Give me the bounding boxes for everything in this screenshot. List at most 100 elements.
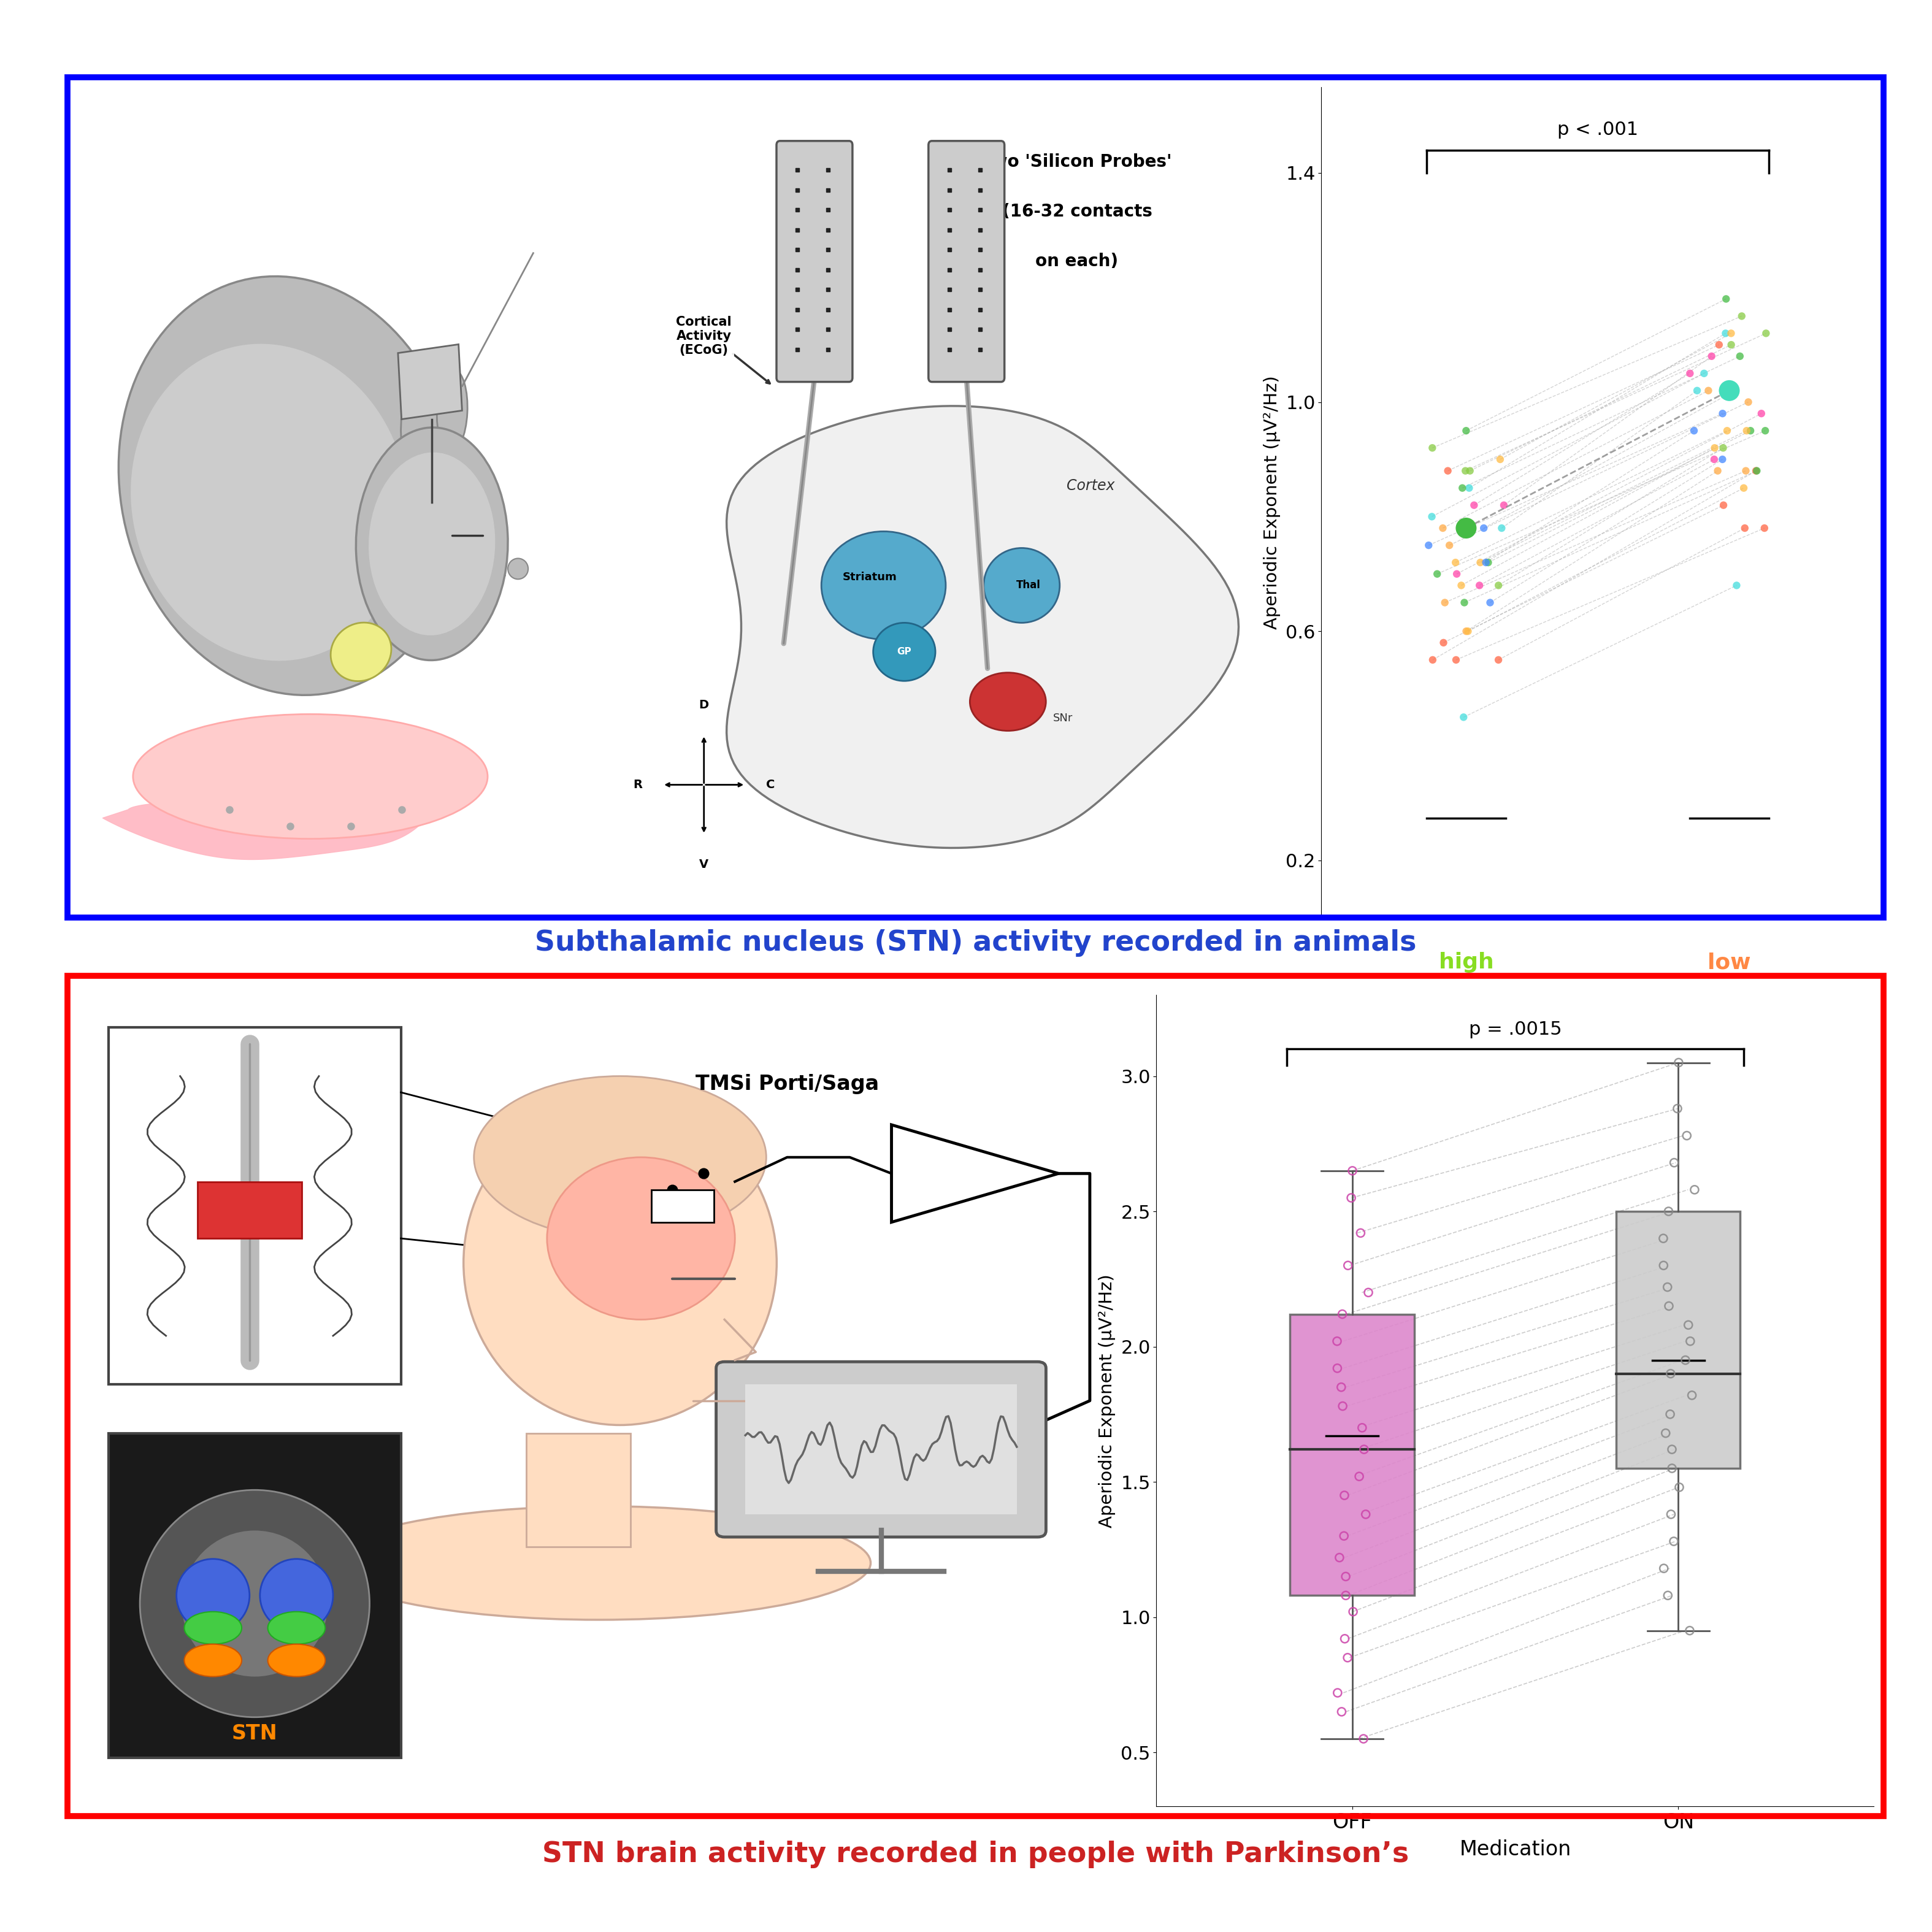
Point xyxy=(1741,456,1772,487)
Point xyxy=(1681,375,1712,406)
Text: p < .001: p < .001 xyxy=(1557,120,1638,139)
Point xyxy=(1484,444,1515,475)
Polygon shape xyxy=(102,734,442,860)
Point xyxy=(1671,1121,1702,1151)
Point xyxy=(1663,1047,1694,1078)
Point xyxy=(1422,558,1453,589)
Point xyxy=(1656,1453,1687,1484)
Point xyxy=(1747,398,1777,429)
Text: on each): on each) xyxy=(1036,253,1119,270)
Point xyxy=(1347,1412,1378,1443)
Text: (16-32 contacts: (16-32 contacts xyxy=(1003,203,1151,220)
Point xyxy=(1484,570,1515,601)
FancyBboxPatch shape xyxy=(929,141,1005,383)
Ellipse shape xyxy=(400,361,442,477)
Point xyxy=(1447,473,1478,504)
Point xyxy=(1716,328,1747,359)
Point xyxy=(1648,1250,1679,1281)
Point xyxy=(1698,433,1729,464)
Point xyxy=(1741,456,1772,487)
Point xyxy=(1459,489,1490,520)
Point xyxy=(1441,558,1472,589)
Point xyxy=(1449,701,1480,732)
Point xyxy=(1696,340,1727,371)
Point xyxy=(1714,375,1745,406)
Point xyxy=(1654,1196,1685,1227)
Text: low: low xyxy=(1708,952,1750,974)
Point xyxy=(1658,1526,1689,1557)
Point xyxy=(1486,512,1517,543)
Point xyxy=(1464,570,1495,601)
Point xyxy=(1464,547,1495,578)
Point xyxy=(1327,1298,1358,1329)
Point xyxy=(1679,1175,1710,1206)
Point xyxy=(1345,1461,1376,1492)
Point xyxy=(1453,473,1484,504)
Point xyxy=(1710,319,1741,350)
Text: spiking epochs: spiking epochs xyxy=(1528,1043,1667,1061)
Point xyxy=(1656,1358,1687,1389)
Point xyxy=(1675,357,1706,388)
Point xyxy=(1434,529,1464,560)
Point xyxy=(1727,301,1758,332)
Bar xyxy=(746,1385,1016,1515)
Point xyxy=(1708,444,1739,475)
Bar xyxy=(526,1434,630,1548)
Bar xyxy=(1291,1314,1414,1596)
Point xyxy=(1325,1372,1356,1403)
Point xyxy=(1418,645,1449,676)
Point xyxy=(1430,587,1461,618)
Point xyxy=(1416,500,1447,531)
Point xyxy=(1729,512,1760,543)
Point xyxy=(1337,1596,1368,1627)
Point xyxy=(1329,1520,1360,1551)
FancyBboxPatch shape xyxy=(777,141,852,383)
Point xyxy=(1729,473,1760,504)
Point xyxy=(1472,547,1503,578)
Ellipse shape xyxy=(508,558,527,580)
Ellipse shape xyxy=(970,672,1045,730)
Ellipse shape xyxy=(269,1611,325,1644)
Ellipse shape xyxy=(473,1076,767,1238)
Point xyxy=(1449,456,1480,487)
Point xyxy=(1321,1352,1352,1383)
Point xyxy=(1321,1677,1352,1708)
Point xyxy=(1329,1480,1360,1511)
Ellipse shape xyxy=(133,715,487,838)
Bar xyxy=(197,1182,301,1238)
Text: R: R xyxy=(634,779,641,790)
Text: STN brain activity recorded in people with Parkinson’s: STN brain activity recorded in people wi… xyxy=(543,1841,1408,1868)
Point xyxy=(1331,1580,1362,1611)
Point xyxy=(1474,587,1505,618)
Point xyxy=(1333,1642,1364,1673)
Y-axis label: Aperiodic Exponent (μV²/Hz): Aperiodic Exponent (μV²/Hz) xyxy=(1099,1273,1115,1528)
Text: Two 'Silicon Probes': Two 'Silicon Probes' xyxy=(981,153,1173,170)
Point xyxy=(1648,1223,1679,1254)
Point xyxy=(1455,456,1486,487)
Ellipse shape xyxy=(355,427,508,661)
Bar xyxy=(108,1434,400,1758)
Point xyxy=(1712,415,1743,446)
X-axis label: Medication: Medication xyxy=(1459,1839,1571,1861)
Point xyxy=(1453,616,1484,647)
Point xyxy=(1648,1553,1679,1584)
Text: C: C xyxy=(765,779,775,790)
Ellipse shape xyxy=(261,1559,332,1633)
Ellipse shape xyxy=(547,1157,734,1320)
Point xyxy=(1432,456,1463,487)
Point xyxy=(1660,1148,1690,1179)
Polygon shape xyxy=(726,406,1238,848)
Text: Cortical
Activity
(ECoG): Cortical Activity (ECoG) xyxy=(676,315,732,357)
Ellipse shape xyxy=(176,1559,249,1633)
Point xyxy=(1349,1723,1379,1754)
Point xyxy=(1451,415,1482,446)
Point xyxy=(1735,415,1766,446)
Point xyxy=(1451,616,1482,647)
Ellipse shape xyxy=(182,1530,328,1677)
Point xyxy=(1449,587,1480,618)
Ellipse shape xyxy=(464,1101,777,1426)
Point xyxy=(1654,1399,1685,1430)
Point xyxy=(1750,319,1781,350)
Point xyxy=(1416,433,1447,464)
Point xyxy=(1331,1561,1362,1592)
